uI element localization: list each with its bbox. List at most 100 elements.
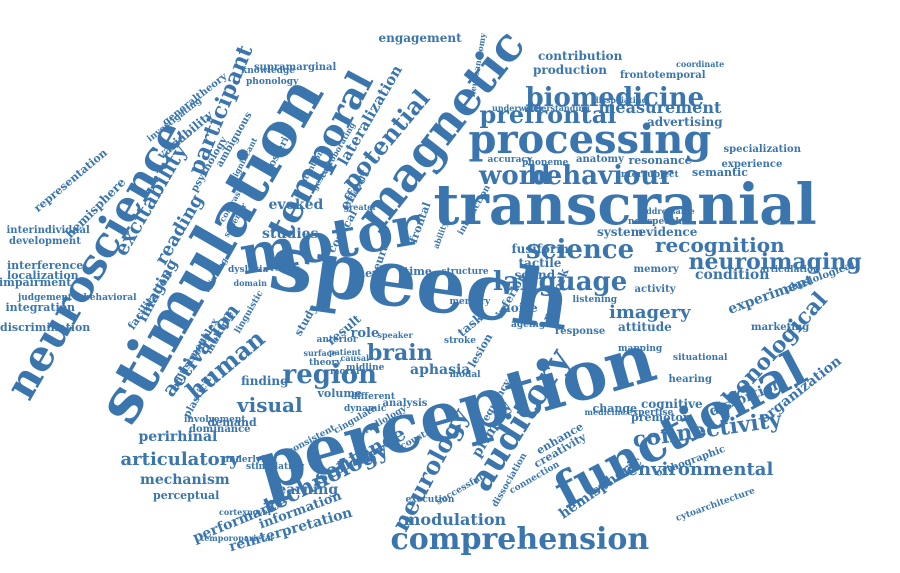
word-development: development [9, 236, 81, 247]
word-measurement: measurement [598, 98, 722, 117]
word-different: different [351, 391, 395, 402]
word-cortexnovel: cortexnovel [219, 507, 271, 517]
word-fusiform: fusiform [511, 242, 569, 256]
word-evoked: evoked [268, 197, 324, 213]
word-demand: demand [207, 415, 257, 429]
word-aphasia: aphasia [410, 362, 471, 378]
word-theory: theory [309, 357, 342, 368]
word-memory: memory [449, 296, 491, 307]
word-comprehension: comprehension [390, 522, 650, 557]
word-change: change [592, 401, 638, 415]
word-memory: memory [633, 264, 679, 275]
word-transcranial: transcranial [433, 172, 817, 238]
word-role: role [350, 325, 380, 341]
word-mechanism: mechanism [140, 472, 230, 488]
word-supramarginal: supramarginal [254, 62, 337, 73]
word-tactile: tactile [518, 256, 562, 270]
word-brain: brain [367, 340, 433, 366]
word-semantic: semantic [692, 165, 748, 179]
word-addressable: addressable [641, 206, 695, 216]
word-stroke: stroke [444, 335, 476, 346]
word-dominance: dominance [189, 424, 251, 435]
word-midline: midline [346, 362, 385, 373]
word-resonance: resonance [628, 153, 692, 167]
word-perceptual: perceptual [153, 488, 220, 502]
word-modulation: modulation [403, 510, 507, 529]
word-impairment: impairment [0, 275, 72, 289]
word-neuroimaging: neuroimaging [688, 249, 862, 275]
word-listening: listening [572, 294, 618, 305]
word-condition: condition [695, 267, 770, 283]
word-domain: domain [233, 278, 267, 288]
word-review: review [270, 263, 300, 273]
word-meps: meps [353, 266, 387, 280]
word-language: language [493, 267, 628, 297]
word-cognitive: cognitive [641, 397, 703, 411]
word-patient: patient [329, 347, 362, 357]
word-attitude: attitude [618, 320, 672, 334]
word-cytoarchitecture: cytoarchitecture [674, 485, 756, 524]
word-anatomy: anatomy [576, 154, 624, 165]
word-coordinate: coordinate [676, 59, 725, 69]
word-behavioral: behavioral [83, 292, 137, 303]
word-underwater: underwater [492, 103, 544, 113]
word-engagement: engagement [378, 31, 462, 45]
word-greater: greater [343, 202, 377, 212]
word-mapping: mapping [618, 343, 663, 354]
word-interference: interference [7, 258, 84, 272]
word-judgement: judgement [18, 292, 73, 303]
word-volume: volume [317, 386, 363, 400]
word-science: science [526, 235, 635, 265]
word-anterior: anterior [316, 334, 358, 345]
word-localization: localization [7, 268, 79, 282]
word-intersubject: intersubject [617, 169, 679, 180]
word-evidence: evidence [638, 225, 698, 239]
word-premotor: premotor [631, 410, 689, 424]
word-learning: learning [272, 482, 339, 498]
word-medicine: medicine [584, 407, 626, 417]
word-production: production [533, 63, 607, 77]
word-involvement: involvement [184, 414, 246, 425]
word-articulatory: articulatory [120, 449, 240, 470]
word-understanding: understanding [524, 103, 590, 113]
word-advertising: advertising [647, 115, 723, 129]
word-marketing: marketing [751, 322, 810, 333]
word-time: time [404, 264, 432, 278]
word-specialization: specialization [723, 144, 801, 155]
word-contribution: contribution [538, 49, 623, 63]
word-dissociating: dissociating [593, 95, 648, 105]
word-frontotemporal: frontotemporal [620, 70, 706, 81]
word-imagery: imagery [609, 302, 691, 323]
word-temporoparietal: temporoparietal [200, 533, 274, 543]
word-integration: integration [5, 300, 75, 314]
word-causal: causal [340, 353, 370, 363]
word-phonology: phonology [246, 76, 299, 87]
word-speaker: speaker [377, 330, 413, 340]
word-modal: modal [449, 369, 481, 380]
word-activity: activity [634, 284, 676, 295]
word-accuracy: accuracy [487, 154, 533, 165]
word-visual: visual [237, 393, 303, 417]
word-situational: situational [673, 352, 728, 363]
word-stimulating: stimulating [246, 461, 305, 472]
word-system: system [597, 225, 644, 239]
word-ageing: ageing [511, 319, 546, 330]
word-underlying: underlying [222, 454, 278, 465]
word-articulation: articulation [760, 264, 820, 275]
word-behaviour: behaviour [527, 161, 673, 191]
word-noise: noise [502, 301, 538, 315]
word-region: region [282, 360, 378, 390]
word-environmental: environmental [626, 459, 774, 480]
word-studies: studies [262, 226, 319, 242]
word-structure: structure [441, 266, 489, 277]
word-sound: sound [514, 268, 556, 282]
word-expertise: expertise [627, 407, 674, 418]
word-experience: experience [721, 159, 783, 170]
word-phoneme: phoneme [522, 157, 569, 168]
word-dyslexia: dyslexia [228, 264, 269, 275]
word-hearing: hearing [668, 374, 712, 385]
word-analysis: analysis [382, 398, 428, 409]
word-biomedicine: biomedicine [525, 83, 705, 113]
word-execution: execution [405, 494, 455, 505]
